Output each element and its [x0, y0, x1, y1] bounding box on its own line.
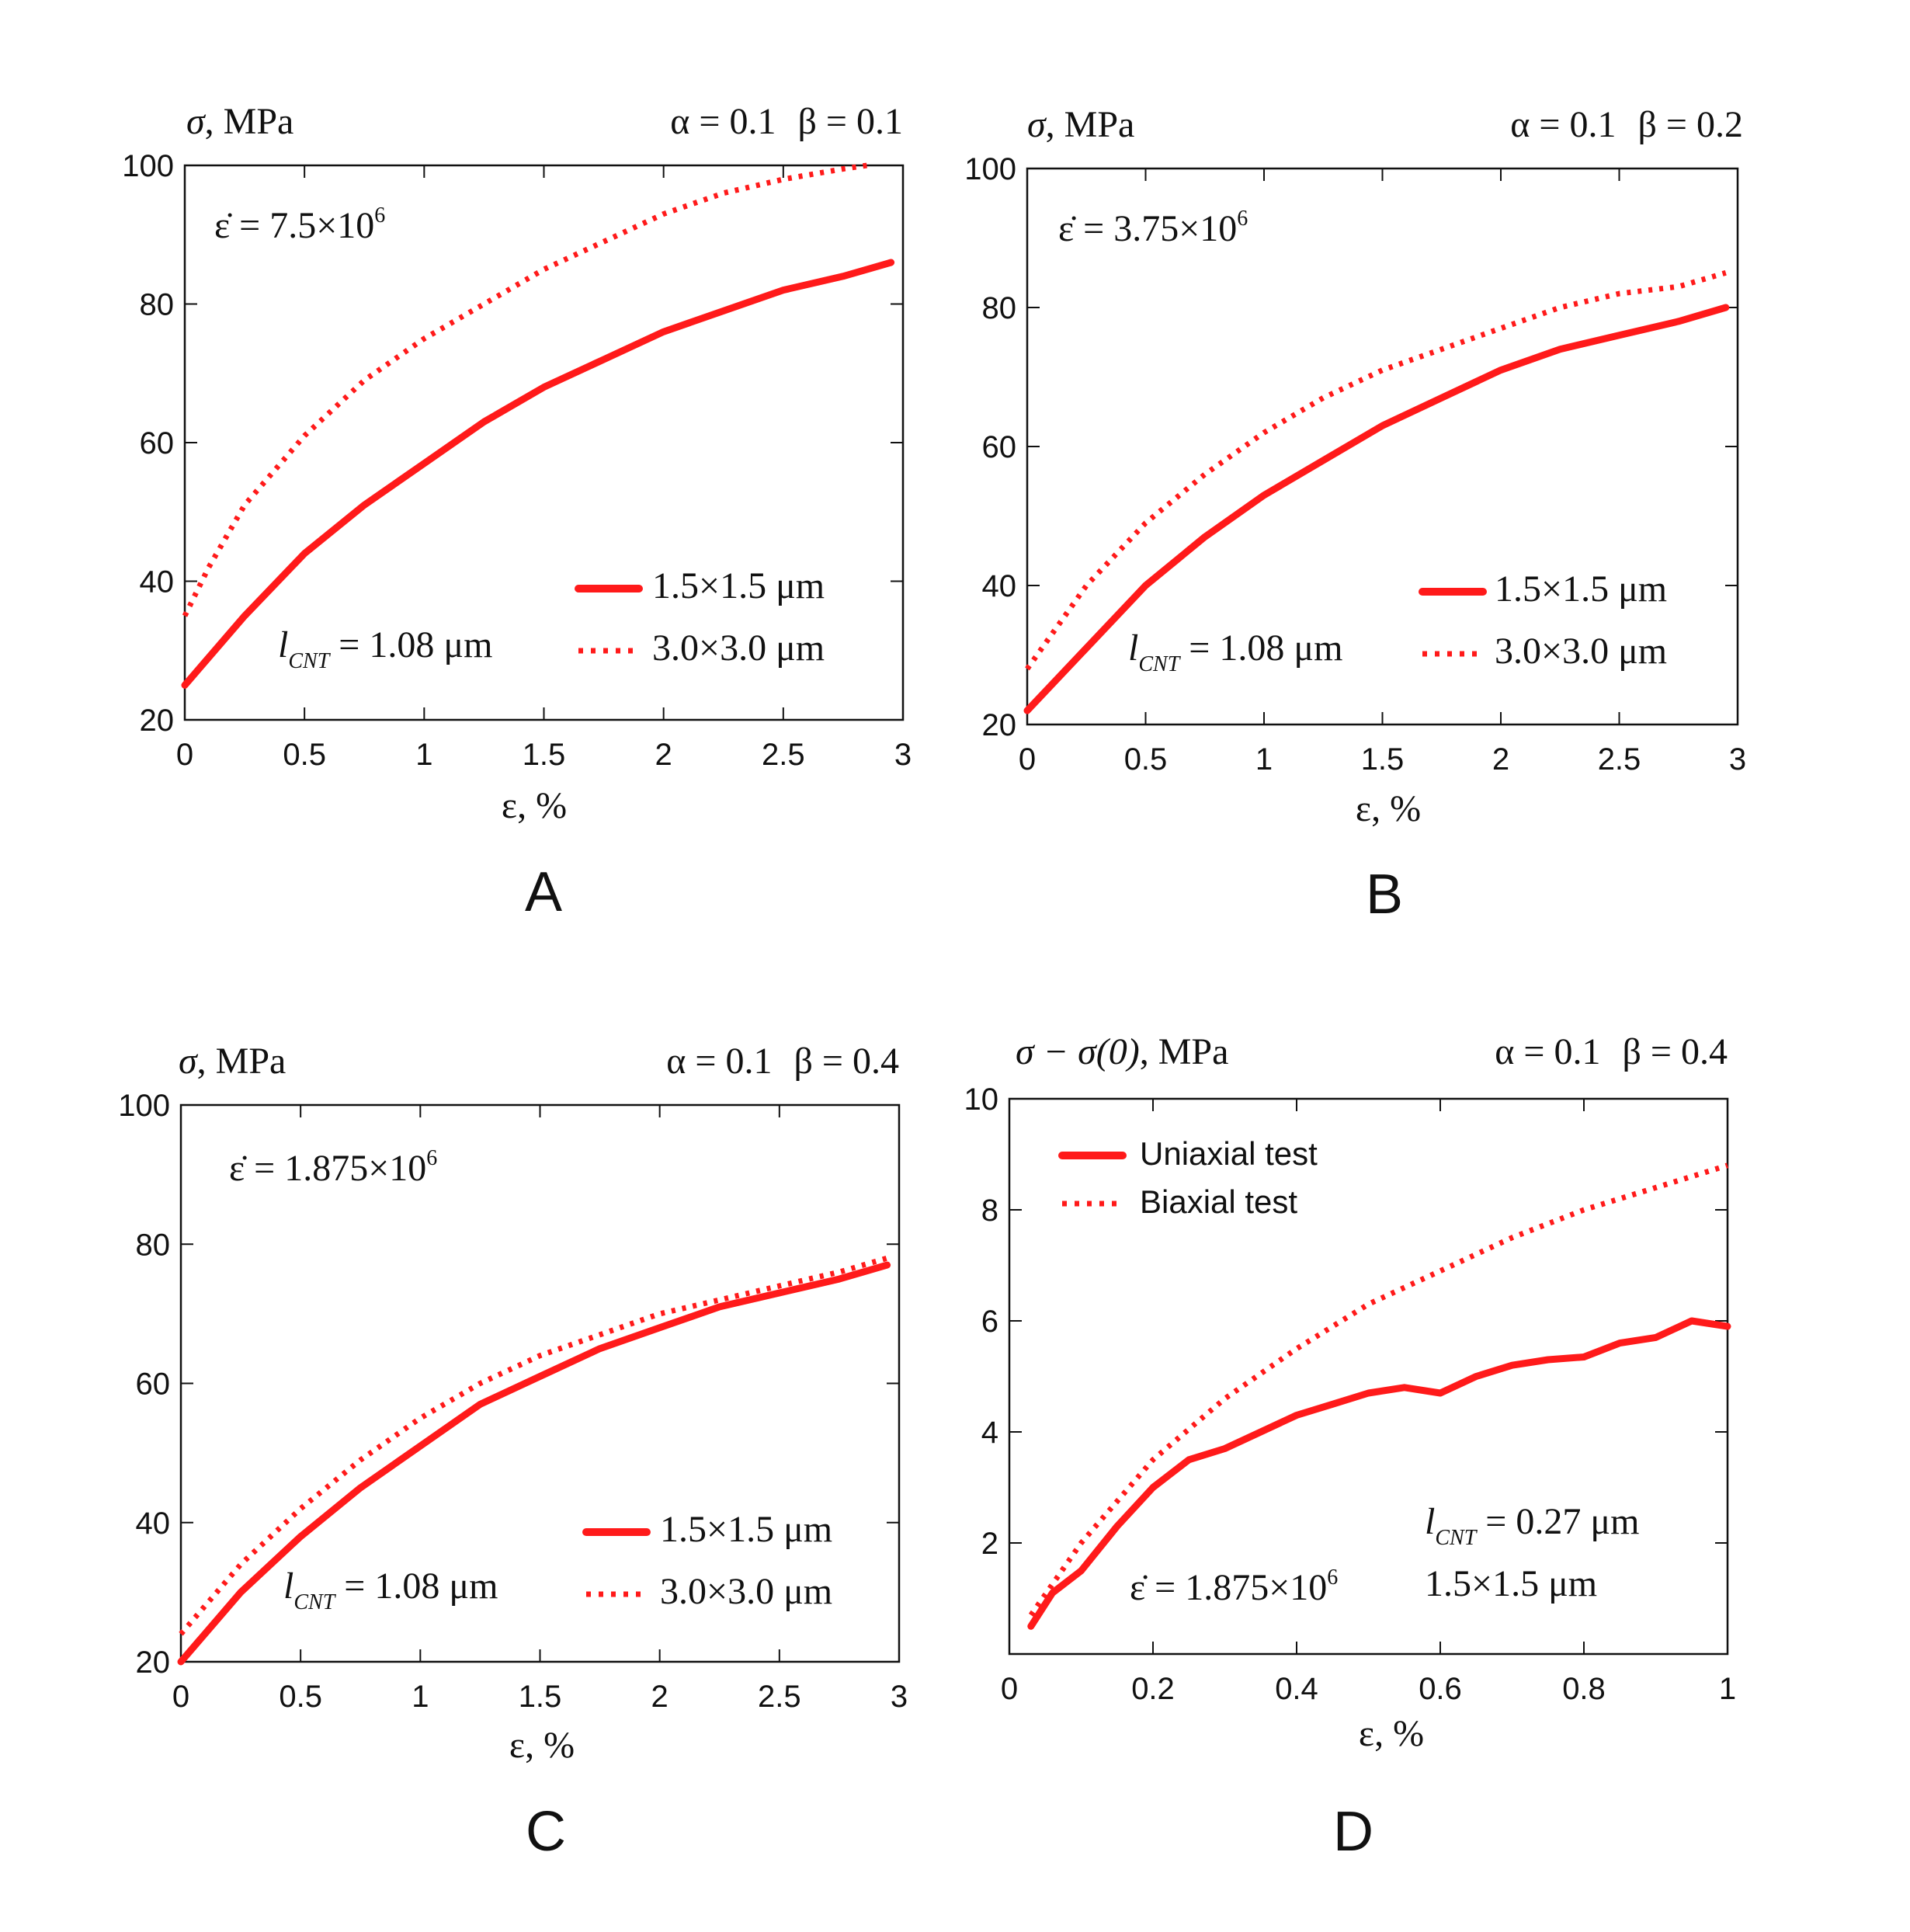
legend-label: 3.0×3.0 μm [652, 627, 825, 669]
x-tick-label: 2.5 [758, 1680, 801, 1714]
x-tick-label: 0.5 [279, 1680, 322, 1714]
x-tick-label: 1 [412, 1680, 429, 1714]
x-tick-label: 1.5 [1361, 742, 1405, 777]
y-tick-label: 20 [982, 708, 1017, 742]
params-label: α = 0.1 β = 0.1 [670, 101, 903, 142]
x-tick-label: 1.5 [519, 1680, 562, 1714]
x-axis-label: ε, % [502, 785, 567, 826]
y-tick-label: 2 [981, 1527, 998, 1561]
x-tick-label: 3 [894, 738, 912, 772]
series-line-dotted [1025, 269, 1727, 671]
x-tick-label: 0 [176, 738, 193, 772]
x-tick-label: 3 [891, 1680, 908, 1714]
chart-panel-c: 0 0.5 1 1.5 2 2.5 3 20 40 60 80 100 1.5×1.5 μm 3.0×3.… [118, 1041, 908, 1863]
x-axis-label: ε, % [1359, 1713, 1424, 1754]
y-axis-label: σ, MPa [186, 101, 293, 142]
legend-label: 3.0×3.0 μm [660, 1571, 832, 1612]
lcnt-label: lCNT = 1.08 μm [278, 624, 492, 673]
y-tick-label: 6 [981, 1305, 998, 1339]
series-line-solid [177, 1261, 891, 1666]
y-tick-label: 4 [981, 1416, 998, 1450]
legend-label: 1.5×1.5 μm [660, 1509, 832, 1550]
y-axis-label: σ − σ(0), MPa [1016, 1031, 1228, 1072]
x-tick-label: 0 [1019, 742, 1036, 777]
strain-rate-label: ε̇ = 1.875×106 [229, 1146, 437, 1189]
x-axis-label: ε, % [1356, 788, 1421, 829]
y-tick-label: 10 [964, 1082, 999, 1117]
series-line-solid [1023, 304, 1730, 714]
y-tick-label: 20 [136, 1645, 171, 1680]
y-tick-label: 60 [136, 1367, 171, 1402]
legend-label: 1.5×1.5 μm [652, 565, 825, 606]
params-label: α = 0.1 β = 0.4 [666, 1041, 899, 1082]
y-tick-label: 100 [964, 152, 1016, 186]
plot-frame [1008, 1097, 1729, 1656]
panel-letter: C [526, 1801, 566, 1863]
y-axis-label: σ, MPa [1027, 104, 1134, 145]
y-tick-label: 80 [136, 1228, 171, 1262]
x-tick-label: 2 [1492, 742, 1509, 777]
series-line-solid [1027, 1317, 1731, 1630]
params-label: α = 0.1 β = 0.4 [1495, 1031, 1728, 1072]
lcnt-label: lCNT = 0.27 μm [1425, 1501, 1639, 1550]
x-tick-label: 2.5 [762, 738, 805, 772]
series-line-dotted [182, 162, 868, 617]
x-tick-label: 3 [1729, 742, 1746, 777]
x-tick-label: 0 [1001, 1672, 1018, 1706]
y-tick-label: 40 [140, 565, 175, 599]
x-tick-label: 0.5 [283, 738, 326, 772]
x-tick-label: 1 [415, 738, 432, 772]
params-label: α = 0.1 β = 0.2 [1510, 104, 1743, 145]
strain-rate-label: ε̇ = 1.875×106 [1130, 1565, 1338, 1608]
panel-letter: B [1366, 863, 1403, 926]
lcnt-label: lCNT = 1.08 μm [1128, 627, 1342, 676]
y-tick-label: 60 [982, 430, 1017, 464]
y-tick-label: 40 [982, 569, 1017, 603]
y-tick-label: 60 [140, 426, 175, 460]
panel-letter: A [525, 861, 562, 923]
series-line-dotted [179, 1255, 888, 1636]
strain-rate-label: ε̇ = 3.75×106 [1058, 207, 1248, 249]
y-tick-label: 80 [140, 288, 175, 322]
chart-panel-d: 0 0.2 0.4 0.6 0.8 1 2 4 6 8 10 Uniaxial test Biaxial… [964, 1031, 1737, 1863]
lcnt-label: lCNT = 1.08 μm [283, 1565, 498, 1614]
y-tick-label: 8 [981, 1194, 998, 1228]
x-tick-label: 2 [655, 738, 672, 772]
x-tick-label: 0.6 [1419, 1672, 1462, 1706]
chart-panel-a: 0 0.5 1 1.5 2 2.5 3 20 40 60 80 100 1.5×1.5 μm 3.0×3.… [122, 101, 912, 923]
y-tick-label: 20 [140, 704, 175, 738]
x-tick-label: 2 [651, 1680, 668, 1714]
legend-label: Uniaxial test [1140, 1135, 1318, 1172]
y-tick-label: 40 [136, 1506, 171, 1541]
x-tick-label: 2.5 [1598, 742, 1641, 777]
x-tick-label: 0.2 [1131, 1672, 1175, 1706]
x-tick-label: 0 [172, 1680, 189, 1714]
series-line-solid [181, 259, 895, 689]
x-tick-label: 0.4 [1275, 1672, 1318, 1706]
legend-label: Biaxial test [1140, 1183, 1297, 1220]
x-tick-label: 1 [1255, 742, 1273, 777]
panel-letter: D [1333, 1801, 1373, 1863]
strain-rate-label: ε̇ = 7.5×106 [214, 203, 385, 246]
y-tick-label: 100 [118, 1089, 170, 1123]
chart-panel-b: 0 0.5 1 1.5 2 2.5 3 20 40 60 80 100 1.5×1.5 μm 3.0×3.… [964, 104, 1746, 926]
x-tick-label: 1.5 [523, 738, 566, 772]
y-tick-label: 80 [982, 291, 1017, 325]
y-axis-label: σ, MPa [179, 1041, 286, 1082]
legend-label: 3.0×3.0 μm [1495, 631, 1667, 672]
sample-size-label: 1.5×1.5 μm [1425, 1563, 1597, 1604]
y-tick-label: 100 [122, 149, 174, 183]
x-tick-label: 0.8 [1562, 1672, 1606, 1706]
legend-label: 1.5×1.5 μm [1495, 568, 1667, 610]
x-tick-label: 0.5 [1124, 742, 1168, 777]
x-axis-label: ε, % [509, 1725, 575, 1766]
x-tick-label: 1 [1719, 1672, 1736, 1706]
